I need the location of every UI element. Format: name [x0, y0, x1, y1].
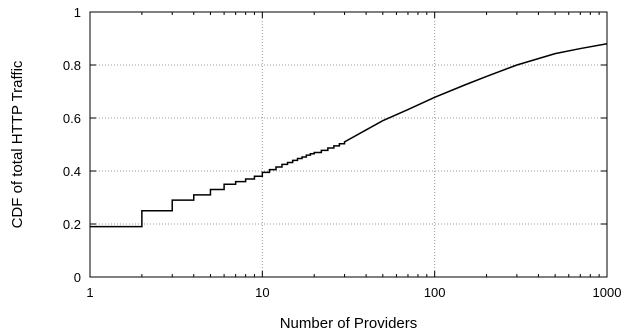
x-tick-label: 10: [255, 285, 269, 300]
x-tick-label: 1: [86, 285, 93, 300]
y-tick-label: 0.2: [63, 217, 81, 232]
y-axis-label: CDF of total HTTP Traffic: [9, 60, 26, 228]
y-tick-label: 0.6: [63, 111, 81, 126]
y-tick-label: 0.4: [63, 164, 81, 179]
ticks: 1 10 100 1000 0 0.2 0.4 0.6 0.8 1: [63, 5, 622, 300]
grid: [90, 12, 607, 277]
x-tick-label: 1000: [593, 285, 622, 300]
plot-frame: [89, 11, 608, 278]
series: [90, 43, 608, 228]
x-axis-label: Number of Providers: [280, 315, 418, 332]
x-tick-label: 100: [424, 285, 446, 300]
y-tick-label: 0.8: [63, 58, 81, 73]
y-tick-label: 1: [74, 5, 81, 20]
cdf-line: [90, 43, 608, 228]
y-tick-label: 0: [74, 270, 81, 285]
